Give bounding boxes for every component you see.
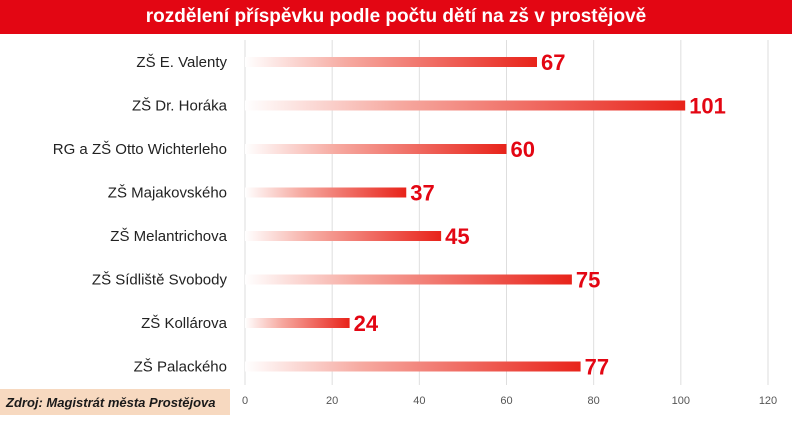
value-label: 37 xyxy=(410,181,434,206)
bar xyxy=(245,318,350,328)
chart-title: rozdělení příspěvku podle počtu dětí na … xyxy=(0,0,792,34)
value-label: 45 xyxy=(445,224,469,249)
category-label: ZŠ Sídliště Svobody xyxy=(92,272,228,289)
x-tick-label: 0 xyxy=(242,395,248,407)
value-label: 24 xyxy=(354,311,379,336)
value-label: 67 xyxy=(541,50,565,75)
x-tick-label: 100 xyxy=(672,395,690,407)
x-tick-label: 60 xyxy=(500,395,512,407)
value-label: 75 xyxy=(576,268,600,293)
category-label: ZŠ E. Valenty xyxy=(136,54,227,71)
value-label: 60 xyxy=(511,137,535,162)
x-axis-ticks: 0 20 40 60 80 100 120 xyxy=(242,395,777,407)
x-tick-label: 20 xyxy=(326,395,338,407)
bar xyxy=(245,144,507,154)
x-tick-label: 80 xyxy=(588,395,600,407)
bar xyxy=(245,57,538,67)
bars xyxy=(245,57,686,372)
x-tick-label: 40 xyxy=(413,395,425,407)
bar xyxy=(245,231,442,241)
value-label: 77 xyxy=(585,355,609,380)
bar xyxy=(245,187,407,198)
value-label: 101 xyxy=(689,94,726,119)
source-note: Zdroj: Magistrát města Prostějova xyxy=(0,389,230,415)
category-label: RG a ZŠ Otto Wichterleho xyxy=(53,141,227,158)
x-tick-label: 120 xyxy=(759,395,777,407)
labels: ZŠ E. Valenty 67 ZŠ Dr. Horáka 101 RG a ZŠ O… xyxy=(53,50,726,380)
category-label: ZŠ Palackého xyxy=(134,359,227,376)
bar xyxy=(245,274,572,285)
category-label: ZŠ Kollárova xyxy=(141,315,228,332)
category-label: ZŠ Majakovského xyxy=(108,185,227,202)
category-label: ZŠ Dr. Horáka xyxy=(132,98,228,115)
bar xyxy=(245,361,581,372)
bar xyxy=(245,100,686,111)
grid-lines xyxy=(244,40,769,385)
category-label: ZŠ Melantrichova xyxy=(110,228,227,245)
